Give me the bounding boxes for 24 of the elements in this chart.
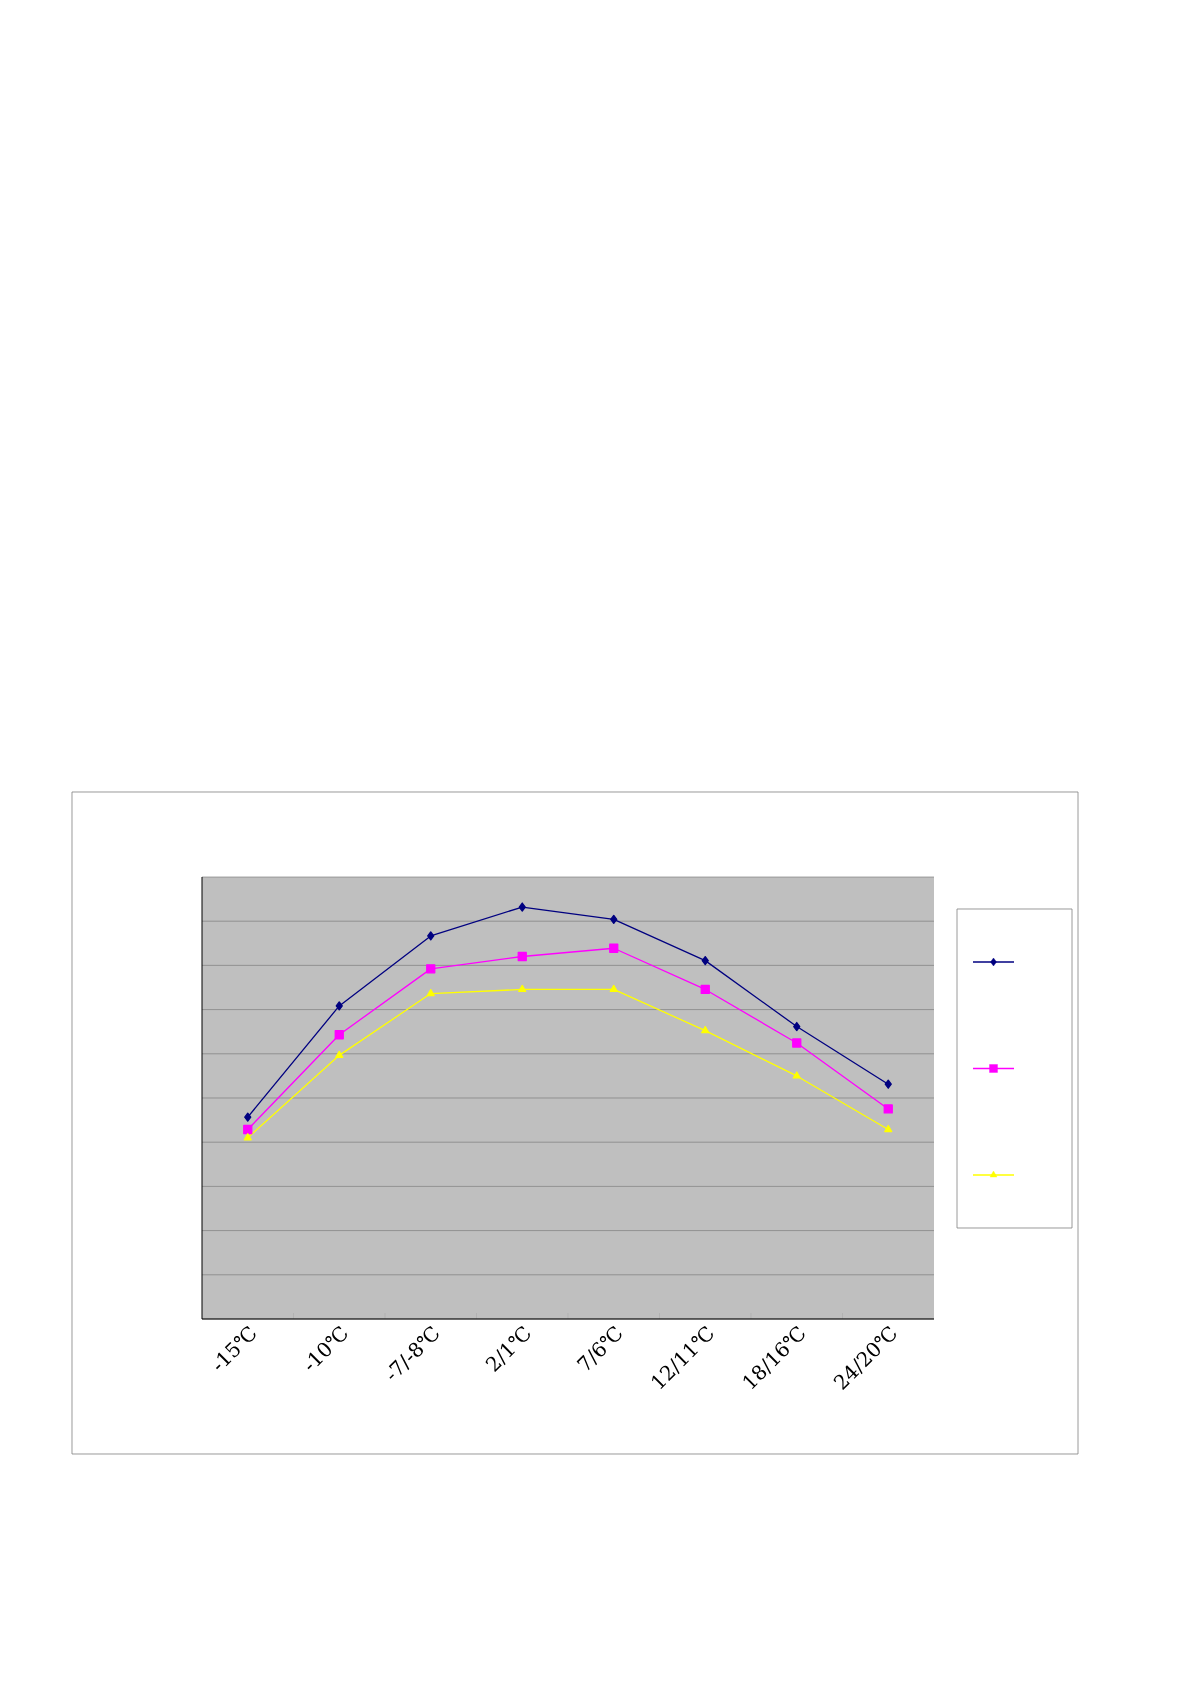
point xyxy=(427,931,435,941)
point xyxy=(700,984,710,995)
point xyxy=(243,1124,253,1135)
point xyxy=(701,955,709,966)
point xyxy=(334,1030,344,1040)
point xyxy=(243,1133,252,1141)
point xyxy=(609,943,619,953)
point xyxy=(792,1071,801,1079)
point xyxy=(517,951,527,962)
point xyxy=(518,902,526,912)
point xyxy=(426,988,435,997)
point xyxy=(884,1124,893,1133)
point xyxy=(793,1021,801,1032)
point xyxy=(701,1025,710,1034)
point xyxy=(335,1001,343,1011)
point xyxy=(244,1112,252,1122)
point xyxy=(609,984,618,993)
point xyxy=(884,1079,892,1089)
point xyxy=(335,1050,344,1059)
point xyxy=(883,1104,893,1114)
point xyxy=(792,1038,802,1048)
point xyxy=(610,914,618,925)
point xyxy=(518,984,527,993)
point xyxy=(426,964,436,974)
